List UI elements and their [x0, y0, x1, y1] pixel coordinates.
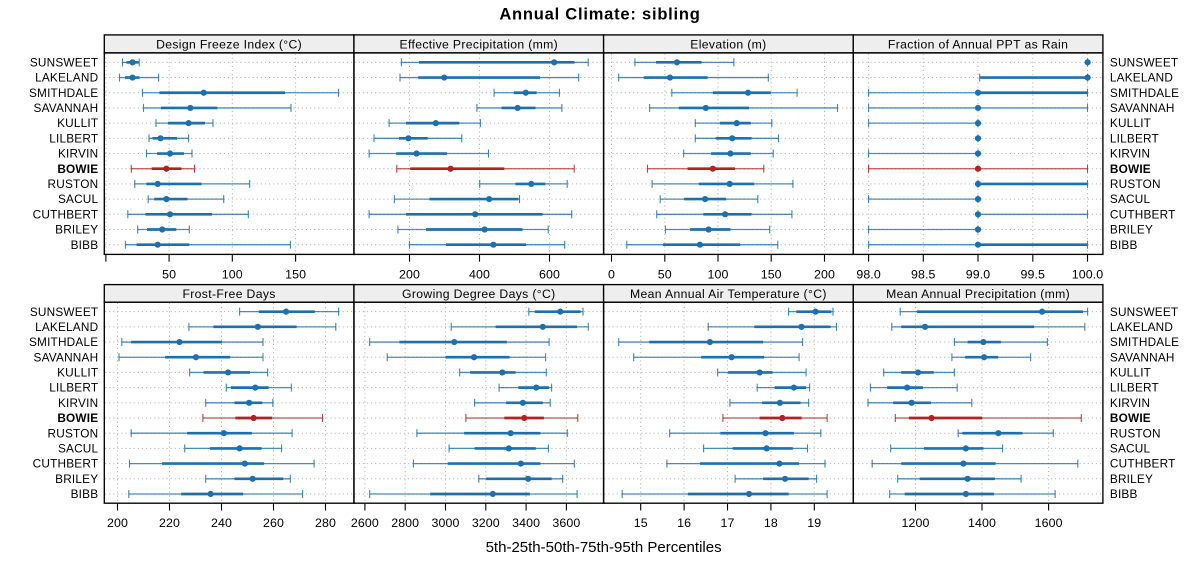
svg-text:BIBB: BIBB — [1110, 487, 1138, 501]
svg-text:50: 50 — [658, 268, 672, 282]
svg-text:SUNSWEET: SUNSWEET — [30, 55, 98, 69]
svg-text:SUNSWEET: SUNSWEET — [30, 305, 98, 319]
svg-text:240: 240 — [211, 516, 232, 530]
svg-text:SACUL: SACUL — [1110, 192, 1151, 206]
svg-text:LILBERT: LILBERT — [49, 131, 98, 145]
svg-text:BRILEY: BRILEY — [1110, 472, 1153, 486]
svg-text:CUTHBERT: CUTHBERT — [33, 207, 99, 221]
svg-text:CUTHBERT: CUTHBERT — [33, 457, 99, 471]
svg-text:100: 100 — [708, 268, 729, 282]
svg-text:KULLIT: KULLIT — [1110, 366, 1151, 380]
svg-text:LILBERT: LILBERT — [1110, 131, 1159, 145]
svg-text:SACUL: SACUL — [58, 442, 99, 456]
svg-text:RUSTON: RUSTON — [48, 177, 99, 191]
svg-text:RUSTON: RUSTON — [48, 426, 99, 440]
svg-text:BRILEY: BRILEY — [55, 223, 98, 237]
svg-text:SACUL: SACUL — [58, 192, 99, 206]
svg-text:SAVANNAH: SAVANNAH — [1110, 101, 1175, 115]
svg-text:KIRVIN: KIRVIN — [1110, 396, 1150, 410]
svg-text:RUSTON: RUSTON — [1110, 177, 1161, 191]
svg-text:SACUL: SACUL — [1110, 442, 1151, 456]
svg-text:2600: 2600 — [351, 516, 379, 530]
svg-text:1600: 1600 — [1035, 516, 1063, 530]
svg-text:50: 50 — [162, 268, 176, 282]
svg-text:3000: 3000 — [432, 516, 460, 530]
svg-text:600: 600 — [539, 268, 560, 282]
svg-text:LILBERT: LILBERT — [1110, 381, 1159, 395]
svg-text:Annual Climate: sibling: Annual Climate: sibling — [499, 6, 700, 24]
svg-text:Growing Degree Days (°C): Growing Degree Days (°C) — [402, 287, 555, 301]
svg-text:SMITHDALE: SMITHDALE — [29, 86, 98, 100]
svg-text:150: 150 — [761, 268, 782, 282]
svg-text:SMITHDALE: SMITHDALE — [29, 335, 98, 349]
svg-text:17: 17 — [721, 516, 735, 530]
svg-text:SAVANNAH: SAVANNAH — [1110, 350, 1175, 364]
svg-text:SUNSWEET: SUNSWEET — [1110, 305, 1178, 319]
svg-text:Mean Annual Precipitation (mm): Mean Annual Precipitation (mm) — [886, 287, 1070, 301]
svg-text:LAKELAND: LAKELAND — [1110, 71, 1173, 85]
svg-text:100.0: 100.0 — [1072, 268, 1104, 282]
svg-text:BOWIE: BOWIE — [57, 162, 98, 176]
svg-text:BIBB: BIBB — [71, 238, 99, 252]
svg-text:SAVANNAH: SAVANNAH — [34, 350, 99, 364]
svg-text:LILBERT: LILBERT — [49, 381, 98, 395]
svg-text:16: 16 — [677, 516, 691, 530]
svg-text:99.5: 99.5 — [1021, 268, 1046, 282]
svg-text:BIBB: BIBB — [1110, 238, 1138, 252]
svg-text:LAKELAND: LAKELAND — [35, 71, 98, 85]
svg-text:3200: 3200 — [472, 516, 500, 530]
svg-text:2800: 2800 — [391, 516, 419, 530]
svg-text:LAKELAND: LAKELAND — [1110, 320, 1173, 334]
svg-text:SMITHDALE: SMITHDALE — [1110, 335, 1179, 349]
svg-text:KIRVIN: KIRVIN — [1110, 147, 1150, 161]
svg-text:SAVANNAH: SAVANNAH — [34, 101, 99, 115]
svg-text:200: 200 — [399, 268, 420, 282]
svg-text:KULLIT: KULLIT — [57, 366, 98, 380]
svg-text:Effective Precipitation (mm): Effective Precipitation (mm) — [400, 37, 559, 51]
svg-text:1400: 1400 — [968, 516, 996, 530]
svg-text:3600: 3600 — [552, 516, 580, 530]
svg-text:Frost-Free Days: Frost-Free Days — [182, 287, 275, 301]
svg-text:100: 100 — [222, 268, 243, 282]
svg-text:KULLIT: KULLIT — [1110, 116, 1151, 130]
svg-text:260: 260 — [263, 516, 284, 530]
svg-text:BIBB: BIBB — [71, 487, 99, 501]
svg-text:CUTHBERT: CUTHBERT — [1110, 457, 1176, 471]
svg-text:15: 15 — [634, 516, 648, 530]
svg-text:KIRVIN: KIRVIN — [58, 147, 98, 161]
svg-text:Fraction of Annual PPT as Rain: Fraction of Annual PPT as Rain — [888, 37, 1068, 51]
svg-text:BRILEY: BRILEY — [55, 472, 98, 486]
svg-text:19: 19 — [807, 516, 821, 530]
svg-text:18: 18 — [764, 516, 778, 530]
svg-text:98.5: 98.5 — [911, 268, 936, 282]
svg-text:150: 150 — [285, 268, 306, 282]
svg-text:BOWIE: BOWIE — [1110, 411, 1151, 425]
svg-text:Elevation (m): Elevation (m) — [690, 37, 766, 51]
svg-text:BRILEY: BRILEY — [1110, 223, 1153, 237]
svg-text:200: 200 — [814, 268, 835, 282]
svg-text:BOWIE: BOWIE — [57, 411, 98, 425]
svg-text:BOWIE: BOWIE — [1110, 162, 1151, 176]
svg-text:0: 0 — [608, 268, 615, 282]
svg-text:SUNSWEET: SUNSWEET — [1110, 55, 1178, 69]
svg-text:CUTHBERT: CUTHBERT — [1110, 207, 1176, 221]
svg-text:99.0: 99.0 — [966, 268, 991, 282]
svg-text:1200: 1200 — [902, 516, 930, 530]
svg-text:200: 200 — [107, 516, 128, 530]
svg-text:SMITHDALE: SMITHDALE — [1110, 86, 1179, 100]
svg-text:400: 400 — [469, 268, 490, 282]
svg-text:KIRVIN: KIRVIN — [58, 396, 98, 410]
svg-text:220: 220 — [159, 516, 180, 530]
svg-text:KULLIT: KULLIT — [57, 116, 98, 130]
svg-text:LAKELAND: LAKELAND — [35, 320, 98, 334]
svg-text:Design Freeze Index (°C): Design Freeze Index (°C) — [156, 37, 302, 51]
svg-text:5th-25th-50th-75th-95th Percen: 5th-25th-50th-75th-95th Percentiles — [486, 539, 722, 556]
svg-text:280: 280 — [315, 516, 336, 530]
svg-text:3400: 3400 — [512, 516, 540, 530]
svg-text:Mean Annual Air Temperature (°: Mean Annual Air Temperature (°C) — [630, 287, 827, 301]
svg-text:RUSTON: RUSTON — [1110, 426, 1161, 440]
svg-text:98.0: 98.0 — [856, 268, 881, 282]
